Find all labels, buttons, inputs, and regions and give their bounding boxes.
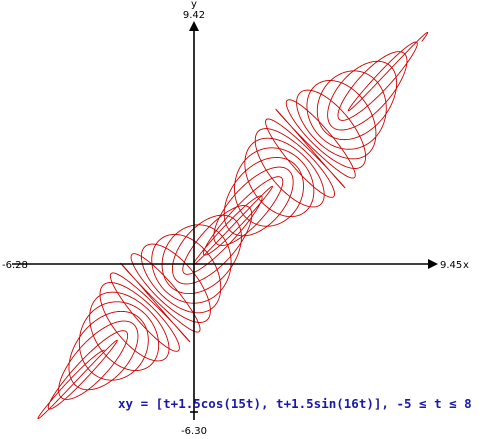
x-max-tick-label: 9.45 bbox=[440, 260, 462, 271]
y-max-tick-label: 9.42 bbox=[183, 10, 205, 21]
x-axis-arrow-icon bbox=[428, 259, 438, 269]
curve-layer bbox=[37, 31, 429, 420]
x-axis-label: x bbox=[463, 260, 469, 271]
parametric-curve-series bbox=[37, 31, 429, 420]
equation-annotation: xy = [t+1.5cos(15t), t+1.5sin(16t)], -5 … bbox=[118, 396, 472, 411]
y-axis-label: y bbox=[191, 0, 197, 10]
y-axis-arrow-icon bbox=[189, 21, 199, 31]
y-min-tick-label: -6.30 bbox=[181, 426, 207, 437]
x-min-tick-label: -6.28 bbox=[2, 260, 28, 271]
